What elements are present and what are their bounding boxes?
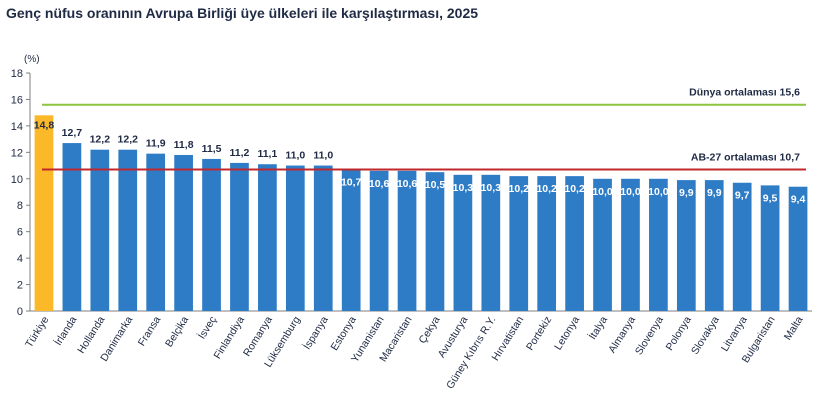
x-tick-label: Portekiz — [524, 314, 554, 353]
data-label: 10,5 — [425, 179, 446, 191]
data-label: 9,9 — [679, 187, 694, 199]
data-label: 14,8 — [34, 119, 55, 131]
bar-1 — [34, 115, 54, 311]
bar-9 — [258, 164, 277, 311]
x-tick-label: Malta — [782, 314, 806, 342]
data-label: 10,6 — [397, 178, 418, 190]
bar-11 — [313, 165, 333, 311]
bar-23 — [649, 178, 668, 311]
y-tick-label: 6 — [17, 227, 23, 239]
data-label: 10,2 — [509, 183, 530, 195]
x-tick-label: İspanya — [300, 314, 331, 352]
data-label: 11,5 — [202, 143, 222, 155]
bar-19 — [537, 176, 557, 311]
bar-20 — [565, 176, 584, 311]
bar-16 — [453, 174, 473, 311]
x-tick-label: İsveç — [195, 314, 219, 342]
chart-title: Genç nüfus oranının Avrupa Birliği üye ü… — [6, 5, 479, 21]
x-tick-label: Letonya — [552, 314, 582, 352]
y-tick-label: 0 — [17, 306, 23, 318]
bar-24 — [676, 180, 696, 311]
bar-13 — [369, 170, 389, 311]
data-label: 10,2 — [536, 183, 557, 195]
data-label: 10,0 — [592, 186, 613, 198]
bar-17 — [481, 174, 501, 311]
data-label: 11,1 — [257, 148, 277, 160]
data-label: 10,0 — [620, 186, 641, 198]
bar-6 — [174, 154, 193, 311]
data-label: 12,7 — [62, 127, 83, 139]
y-tick-label: 8 — [17, 200, 23, 212]
data-label: 10,0 — [648, 186, 669, 198]
y-tick-label: 10 — [11, 174, 23, 186]
reference-line-label-2: AB-27 ortalaması 10,7 — [691, 152, 800, 164]
data-label: 9,7 — [735, 190, 750, 202]
data-label: 11,2 — [230, 147, 250, 159]
x-tick-label: Estonya — [328, 314, 358, 353]
x-tick-label: İrlanda — [51, 314, 79, 348]
bar-2 — [62, 143, 82, 311]
bar-28 — [788, 186, 808, 311]
y-tick-label: 12 — [11, 147, 23, 159]
x-tick-label: Belçika — [163, 314, 191, 349]
bar-8 — [230, 162, 249, 311]
reference-line-label-1: Dünya ortalaması 15,6 — [689, 87, 800, 99]
bar-21 — [593, 178, 612, 311]
bar-5 — [146, 153, 166, 311]
y-axis-unit-label: (%) — [24, 54, 40, 65]
x-tick-label: Çekya — [417, 314, 443, 346]
bar-25 — [704, 180, 724, 311]
y-tick-label: 2 — [17, 280, 23, 292]
data-label: 10,6 — [369, 178, 390, 190]
x-tick-label: İtalya — [586, 314, 610, 342]
data-label: 11,0 — [285, 150, 305, 162]
data-label: 10,7 — [341, 177, 362, 189]
x-tick-label: Slovakya — [689, 314, 722, 357]
x-tick-label: Litvanya — [719, 314, 750, 354]
bar-3 — [90, 149, 110, 311]
y-tick-label: 4 — [17, 253, 23, 265]
data-label: 10,3 — [481, 182, 502, 194]
data-label: 11,8 — [174, 139, 194, 151]
bar-4 — [118, 149, 138, 311]
x-tick-label: Fransa — [136, 314, 164, 348]
data-label: 10,2 — [564, 183, 585, 195]
data-label: 11,0 — [313, 150, 333, 162]
bar-7 — [202, 158, 221, 311]
y-tick-label: 18 — [11, 68, 23, 80]
bar-26 — [732, 182, 752, 311]
y-tick-label: 14 — [11, 121, 23, 133]
data-label: 12,2 — [90, 134, 111, 146]
data-label: 9,5 — [763, 192, 778, 204]
bar-27 — [760, 185, 780, 311]
bar-14 — [397, 170, 417, 311]
data-label: 10,3 — [453, 182, 474, 194]
data-label: 11,9 — [146, 138, 166, 150]
bar-22 — [621, 178, 640, 311]
bar-18 — [509, 176, 529, 311]
bar-12 — [341, 169, 361, 311]
x-tick-label: Türkiye — [23, 314, 52, 350]
y-tick-label: 16 — [11, 94, 23, 106]
x-tick-label: Polonya — [664, 314, 694, 353]
bar-15 — [425, 172, 445, 311]
data-label: 12,2 — [118, 134, 139, 146]
data-label: 9,9 — [707, 187, 722, 199]
bar-10 — [285, 165, 305, 311]
data-label: 9,4 — [791, 194, 806, 206]
